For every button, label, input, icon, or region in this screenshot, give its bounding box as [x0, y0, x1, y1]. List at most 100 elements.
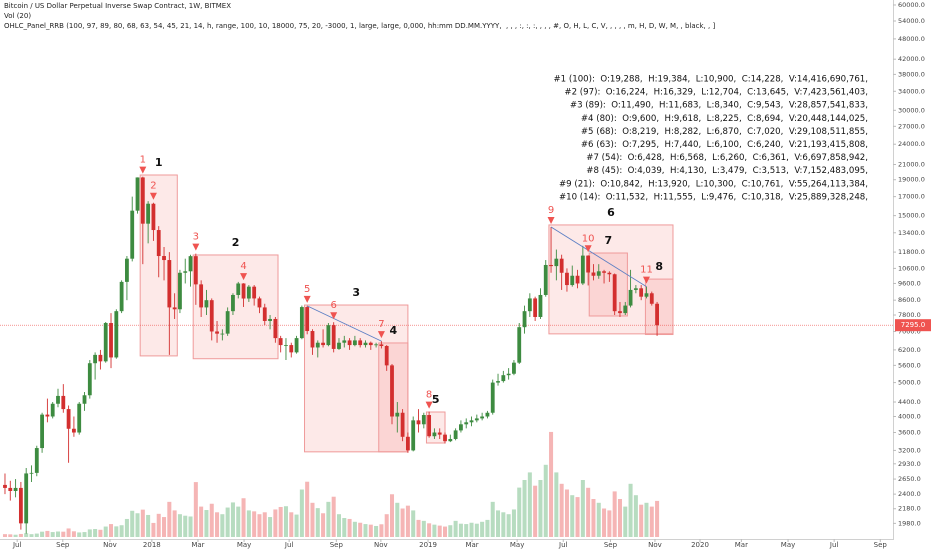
candle-body [586, 255, 591, 273]
volume-bar [299, 489, 304, 537]
panel-row: #5 (68): O:8,219, H:8,282, L:6,870, C:7,… [581, 127, 868, 137]
volume-bar [140, 509, 145, 537]
volume-bar [352, 521, 357, 537]
volume-bar [485, 519, 490, 537]
candle-body [98, 354, 103, 362]
candle-body [639, 288, 644, 297]
volume-bar [458, 523, 463, 537]
panel-row: #8 (45): O:4,039, H:4,130, L:3,479, C:3,… [586, 166, 868, 176]
candle-body [135, 177, 140, 211]
volume-bar [347, 518, 352, 537]
candle-body [246, 286, 251, 299]
candle-body [607, 272, 612, 275]
trend-line [550, 226, 647, 288]
volume-bar [29, 534, 34, 537]
range-box [588, 252, 628, 317]
candle-body [331, 325, 336, 349]
y-tick-label: 19000.0 [898, 176, 925, 184]
x-tick-label: May [510, 541, 524, 549]
volume-bar [453, 520, 458, 537]
volume-label: Vol (20) [4, 12, 31, 20]
panel-row: #9 (21): O:10,842, H:13,920, L:10,300, C… [559, 179, 868, 189]
y-tick-label: 6200.0 [898, 346, 921, 354]
candle-body [236, 283, 241, 295]
candle-body [34, 448, 39, 473]
candle-body [225, 311, 230, 334]
volume-bar [655, 500, 660, 537]
volume-bar [87, 529, 92, 537]
candle-body [284, 345, 288, 346]
candle-body [527, 298, 532, 312]
volume-bar [204, 510, 209, 537]
candle-body [231, 294, 235, 312]
candle-body [437, 432, 442, 435]
candle-body [193, 256, 198, 285]
peak-marker-label: 5 [304, 284, 310, 295]
candle-body [305, 307, 310, 332]
y-tick-label: 13400.0 [898, 229, 925, 237]
y-tick-label: 10600.0 [898, 264, 925, 272]
candle-body [596, 271, 601, 276]
candle-body [140, 177, 145, 224]
peak-marker [192, 243, 200, 251]
volume-bar [517, 487, 522, 537]
candle-body [50, 403, 55, 417]
candle-body [512, 362, 516, 374]
y-tick-label: 2180.0 [898, 505, 921, 513]
candle-body [252, 286, 257, 299]
candle-body [13, 487, 18, 491]
volume-bar [427, 523, 432, 537]
candle-body [299, 307, 304, 339]
volume-bar [506, 514, 511, 537]
candle-body [469, 420, 474, 423]
x-tick-label: Sep [874, 541, 888, 549]
volume-bar [278, 506, 283, 537]
volume-bar [241, 498, 246, 537]
volume-bar [639, 504, 644, 537]
candle-body [474, 418, 479, 421]
x-tick-label: Jul [558, 541, 568, 549]
volume-bar [464, 524, 469, 537]
candle-body [337, 342, 341, 349]
candle-body [655, 303, 659, 326]
volume-bar [326, 501, 331, 537]
candle-body [459, 424, 463, 431]
x-tick-label: 2020 [691, 541, 709, 549]
volume-bar [432, 524, 437, 537]
volume-bar [368, 524, 373, 537]
candle-body [501, 375, 506, 382]
volume-bar [549, 431, 554, 537]
candle-body [156, 230, 161, 257]
volume-bar [389, 494, 395, 537]
y-tick-label: 54000.0 [898, 17, 925, 25]
volume-bar [527, 472, 532, 537]
candle-body [411, 420, 416, 451]
candle-body [66, 409, 71, 429]
x-tick-label: 2019 [419, 541, 437, 549]
volume-bar [167, 501, 172, 537]
volume-bar [225, 507, 230, 537]
volume-bar [596, 502, 601, 537]
candle-body [490, 382, 495, 413]
candle-body [342, 340, 347, 343]
volume-bar [395, 502, 400, 537]
volume-bar [612, 491, 617, 537]
candle-body [395, 412, 400, 417]
candle-body [570, 275, 575, 286]
volume-bar [501, 512, 506, 537]
box-label: 5 [432, 393, 440, 406]
y-tick-label: 48000.0 [898, 35, 925, 43]
candle-body [114, 311, 119, 358]
volume-bar [543, 464, 548, 537]
peak-marker-label: 3 [193, 232, 199, 243]
candle-body [93, 354, 98, 364]
y-tick-label: 7800.0 [898, 311, 921, 319]
volume-bar [209, 503, 214, 537]
x-tick-label: Mar [191, 541, 204, 549]
volume-bar [379, 524, 384, 537]
volume-bar [24, 533, 29, 537]
peak-marker-label: 7 [378, 319, 384, 330]
candle-body [384, 346, 389, 366]
candle-body [167, 260, 172, 308]
